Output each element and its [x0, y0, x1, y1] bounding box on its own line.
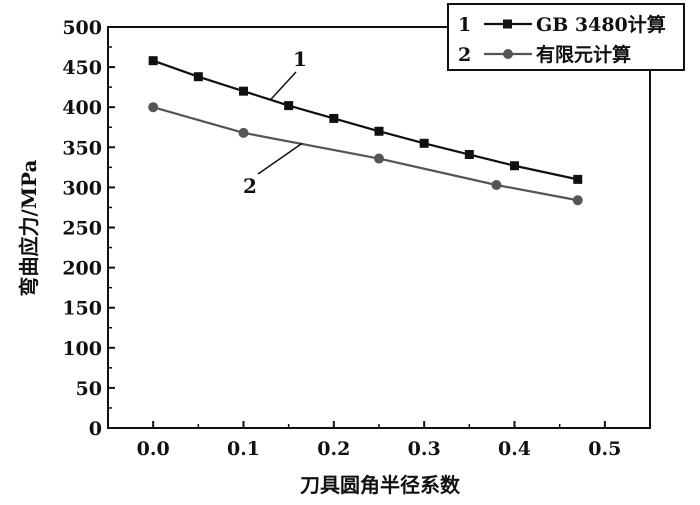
series-group — [148, 56, 583, 206]
y-tick-label: 500 — [62, 17, 102, 39]
y-tick-label: 150 — [62, 298, 102, 320]
legend-index: 2 — [458, 44, 471, 66]
legend-marker-circle — [503, 49, 513, 59]
x-tick-label: 0.1 — [227, 438, 260, 460]
series-2-point — [238, 127, 249, 138]
x-tick-label: 0.5 — [588, 438, 621, 460]
series-1-point — [239, 86, 248, 96]
x-axis-title: 刀具圆角半径系数 — [300, 473, 461, 497]
y-ticks: 0 50 100 150 200 250 300 350 400 450 500 — [62, 17, 115, 440]
y-tick-label: 50 — [76, 378, 102, 400]
series-1-point — [573, 174, 583, 184]
annotation-label: 1 — [293, 47, 307, 71]
y-tick-label: 250 — [62, 218, 102, 240]
series-2-point — [491, 179, 502, 190]
legend-marker-square — [503, 19, 512, 29]
series-2-point — [148, 102, 159, 113]
legend-box — [447, 3, 685, 71]
annotations: 12 — [243, 47, 307, 198]
legend-label: GB 3480计算 — [536, 13, 666, 36]
x-tick-label: 0.3 — [408, 438, 441, 460]
y-tick-label: 350 — [62, 137, 102, 159]
y-tick-label: 0 — [89, 418, 102, 440]
y-tick-label: 450 — [62, 57, 102, 79]
legend-label: 有限元计算 — [536, 43, 631, 66]
y-tick-label: 300 — [62, 177, 102, 199]
y-axis-title: 弯曲应力/MPa — [17, 160, 41, 297]
legend-index: 1 — [458, 14, 471, 36]
x-tick-label: 0.2 — [317, 438, 350, 460]
y-tick-label: 400 — [62, 97, 102, 119]
series-line-2 — [152, 106, 578, 202]
series-line-1 — [152, 59, 578, 181]
x-ticks: 0.0 0.1 0.2 0.3 0.4 0.5 — [137, 421, 651, 460]
plot-frame — [107, 26, 651, 429]
y-tick-label: 100 — [62, 338, 102, 360]
series-1-point — [329, 113, 339, 123]
annotation-label: 2 — [243, 174, 257, 198]
series-1-point — [419, 138, 429, 148]
series-2-point — [374, 153, 384, 164]
annotation-leader — [257, 142, 303, 175]
series-2-point — [572, 195, 583, 206]
x-tick-label: 0.4 — [498, 438, 531, 460]
x-tick-label: 0.0 — [137, 438, 170, 460]
series-1-point — [510, 161, 519, 171]
series-1-point — [284, 101, 294, 111]
series-1-point — [464, 150, 474, 160]
series-1-point — [148, 56, 158, 66]
legend: 1 GB 3480计算 2 有限元计算 — [447, 3, 685, 71]
series-1-point — [374, 126, 384, 136]
axes — [107, 26, 651, 429]
series-1-point — [193, 72, 203, 82]
y-tick-label: 200 — [62, 258, 102, 280]
annotation-leader — [270, 71, 297, 101]
